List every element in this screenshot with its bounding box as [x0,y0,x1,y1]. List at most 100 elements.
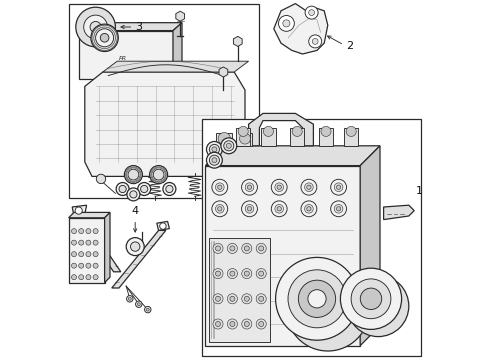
Circle shape [216,271,220,276]
Circle shape [213,243,223,253]
Polygon shape [344,128,358,146]
Circle shape [145,306,151,313]
Circle shape [245,246,249,251]
Circle shape [141,185,148,193]
Circle shape [275,257,358,340]
Circle shape [226,143,231,148]
Polygon shape [79,23,182,31]
Polygon shape [219,162,228,172]
Circle shape [72,275,76,280]
Circle shape [259,321,264,327]
Circle shape [259,246,264,251]
Circle shape [86,240,91,245]
Circle shape [124,166,143,184]
Circle shape [230,246,235,251]
Circle shape [275,204,284,213]
Circle shape [216,204,224,213]
Circle shape [301,179,317,195]
Circle shape [93,263,98,268]
Circle shape [283,20,290,27]
Circle shape [351,279,391,319]
Circle shape [312,39,318,44]
Polygon shape [79,31,173,79]
Circle shape [166,185,173,193]
Circle shape [346,126,356,136]
Polygon shape [261,128,275,146]
Circle shape [256,294,266,304]
Circle shape [126,238,144,256]
Circle shape [72,229,76,234]
Circle shape [240,133,250,144]
Polygon shape [219,67,228,77]
Circle shape [331,201,346,217]
Polygon shape [360,146,380,346]
Circle shape [305,183,313,192]
Circle shape [216,321,220,327]
Circle shape [72,263,76,268]
Circle shape [275,183,284,192]
Circle shape [245,271,249,276]
Circle shape [242,269,252,279]
Circle shape [227,243,238,253]
Polygon shape [85,72,245,176]
Circle shape [305,204,313,213]
Polygon shape [103,61,248,72]
Circle shape [153,169,164,180]
Circle shape [79,252,84,257]
Circle shape [209,155,220,165]
Circle shape [93,229,98,234]
Circle shape [212,201,228,217]
Bar [69,4,259,198]
Circle shape [213,269,223,279]
Circle shape [298,280,336,318]
Circle shape [221,138,237,154]
Circle shape [305,6,318,19]
Polygon shape [205,166,360,346]
Polygon shape [274,4,328,54]
Circle shape [334,204,343,213]
Circle shape [76,7,116,47]
Circle shape [259,271,264,276]
Polygon shape [248,113,314,146]
Circle shape [337,185,341,189]
Polygon shape [69,212,110,218]
Circle shape [128,169,139,180]
Circle shape [286,268,369,351]
Circle shape [86,252,91,257]
Text: 4: 4 [132,206,139,216]
Circle shape [91,24,118,51]
Circle shape [126,296,133,302]
Circle shape [213,294,223,304]
Circle shape [93,275,98,280]
Circle shape [127,188,140,201]
Circle shape [79,263,84,268]
Circle shape [230,321,235,327]
Circle shape [206,141,222,157]
Circle shape [93,240,98,245]
Circle shape [224,141,234,151]
Circle shape [130,242,140,251]
Circle shape [218,207,222,211]
Circle shape [307,185,311,189]
Circle shape [86,263,91,268]
Polygon shape [173,23,182,79]
Circle shape [75,207,82,214]
Circle shape [245,296,249,301]
Polygon shape [319,128,333,146]
Circle shape [245,204,254,213]
Circle shape [242,243,252,253]
Circle shape [138,183,151,195]
Circle shape [72,240,76,245]
Circle shape [301,201,317,217]
Polygon shape [69,218,104,283]
Circle shape [247,185,252,189]
Polygon shape [104,212,110,283]
Circle shape [216,296,220,301]
Circle shape [242,179,257,195]
Polygon shape [238,133,252,146]
Circle shape [321,126,331,136]
Circle shape [337,207,341,211]
Polygon shape [76,216,121,272]
Circle shape [84,15,107,39]
Circle shape [245,321,249,327]
